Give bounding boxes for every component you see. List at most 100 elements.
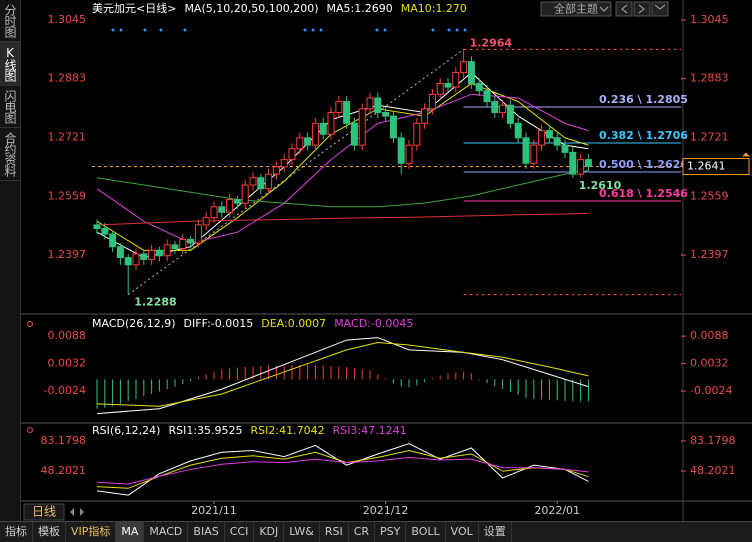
indicator-line (96, 342, 589, 407)
toolbar-button[interactable]: MACD (144, 522, 189, 542)
y-tick-label: -0.0024 (44, 384, 86, 397)
legend-label: DIFF:-0.0015 (184, 317, 254, 330)
y-tick-label: 1.2721 (48, 131, 87, 144)
indicator-line (96, 337, 589, 415)
candle-body (249, 177, 257, 186)
y-tick-label: 83.1798 (690, 434, 736, 447)
toolbar-button[interactable]: 设置 (479, 522, 512, 542)
toolbar-button[interactable]: BOLL (406, 522, 446, 542)
candle-body (194, 224, 202, 244)
candle-body (116, 246, 124, 259)
last-price-arrow (742, 152, 750, 157)
sidebar-tab[interactable]: K线图 (0, 42, 20, 86)
legend-label: RSI(6,12,24) (92, 424, 160, 437)
toolbar-button[interactable]: MA (116, 522, 145, 542)
toolbar-button[interactable]: BIAS (188, 522, 225, 542)
candle-body (499, 104, 507, 113)
candle-body (428, 93, 436, 110)
candle-body (226, 199, 234, 213)
indicator-line (96, 456, 589, 485)
period-tab[interactable] (23, 503, 65, 521)
indicator-line (96, 212, 589, 226)
trend-line (127, 48, 464, 295)
event-markers (111, 28, 467, 32)
candle-body (210, 206, 218, 219)
candle-body (280, 159, 288, 168)
candle-body (233, 199, 241, 204)
candle-body (358, 108, 366, 146)
y-tick-label: -0.0024 (690, 384, 732, 397)
y-tick-label: 0.0088 (48, 329, 87, 342)
legend-label: DEA:0.0007 (261, 317, 326, 330)
sidebar-tab[interactable]: 闪电图 (0, 86, 20, 128)
price-annotation: 1.2964 (470, 36, 513, 49)
nav-left[interactable] (615, 1, 633, 17)
y-tick-label: 1.2559 (48, 189, 87, 202)
candle-body (475, 82, 483, 92)
toolbar-button[interactable]: CCI (225, 522, 255, 542)
candle-body (288, 148, 296, 161)
y-tick-label: 1.2397 (48, 248, 87, 261)
candle-body (187, 238, 195, 244)
sidebar-tab[interactable]: 合约资料 (0, 128, 20, 181)
indicator-line (96, 170, 589, 208)
candle-body (577, 159, 585, 175)
y-tick-label: 1.3045 (48, 13, 87, 26)
indicator-line (96, 93, 589, 244)
y-tick-label: 1.2397 (690, 248, 729, 261)
dropdown-icon (599, 6, 609, 12)
candle-body (506, 104, 514, 124)
y-tick-label: 48.2021 (690, 464, 736, 477)
panel-icon (27, 321, 33, 327)
candle-body (272, 166, 280, 175)
nav-right[interactable] (633, 1, 651, 17)
candle-body (109, 233, 117, 248)
candle-body (545, 130, 553, 139)
toolbar-button[interactable]: 模板 (33, 522, 66, 542)
toolbar-button[interactable]: KDJ (254, 522, 285, 542)
candle-body (452, 72, 460, 88)
theme-button[interactable] (540, 1, 612, 17)
toolbar-button[interactable]: VIP指标 (66, 522, 117, 542)
legend-label: MACD:-0.0045 (334, 317, 413, 330)
last-price-box (682, 158, 750, 176)
candle-body (319, 122, 327, 135)
legend-label: RSI3:47.1241 (333, 424, 407, 437)
candle-body (514, 122, 522, 139)
x-tick-label: 2021/11 (191, 504, 237, 517)
legend-label: MA10:1.270 (401, 2, 467, 15)
price-annotation: 1.2288 (134, 296, 176, 309)
candle-body (569, 151, 577, 175)
candle-body (335, 101, 343, 113)
candle-body (397, 137, 405, 164)
candle-body (296, 137, 304, 150)
scroll-arrows[interactable] (70, 508, 84, 516)
sidebar: 分时图 K线图 闪电图 合约资料 (0, 0, 21, 521)
y-tick-label: 83.1798 (41, 434, 87, 447)
toolbar-button[interactable]: LW& (284, 522, 320, 542)
legend-label: MA5:1.2690 (327, 2, 393, 15)
candle-body (374, 97, 382, 113)
candle-body (132, 253, 140, 266)
candle-body (265, 173, 273, 190)
toolbar-button[interactable]: RSI (320, 522, 349, 542)
toolbar-button[interactable]: CR (349, 522, 376, 542)
toolbar-button[interactable]: PSY (375, 522, 407, 542)
fib-label: 0.382 \ 1.2706 (599, 129, 688, 142)
candle-body (93, 224, 101, 230)
candle-body (553, 137, 561, 146)
candle-body (467, 61, 475, 84)
toolbar-button[interactable]: 指标 (0, 522, 33, 542)
candle-body (460, 61, 468, 74)
fib-label: 0.236 \ 1.2805 (599, 93, 688, 106)
sidebar-tab[interactable]: 分时图 (0, 0, 20, 42)
y-tick-label: 48.2021 (41, 464, 87, 477)
candle-body (304, 137, 312, 146)
candle-body (530, 144, 538, 164)
candle-body (382, 111, 390, 117)
toolbar-button[interactable]: VOL (446, 522, 479, 542)
candle-body (179, 238, 187, 250)
chart: 全部主题 日线 1.3045 1.3045 1.2883 1.2883 1.2721 1.… (20, 0, 752, 521)
candle-body (350, 122, 358, 146)
